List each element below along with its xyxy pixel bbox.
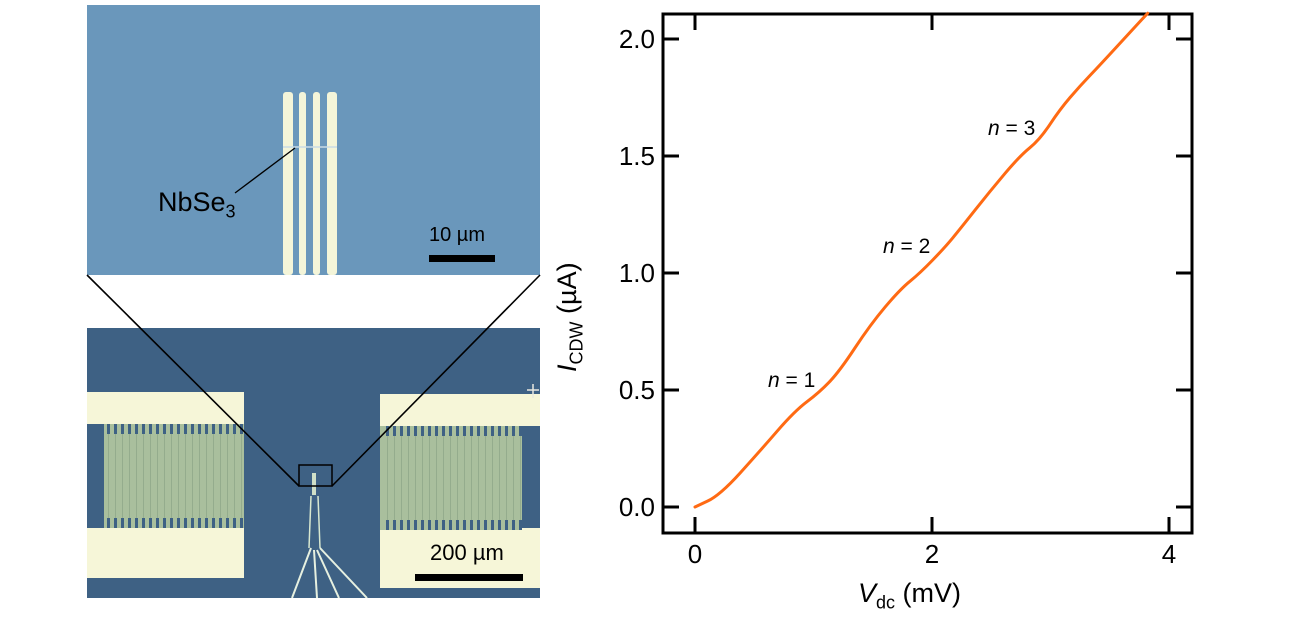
svg-text:0.0: 0.0 [619,492,655,522]
svg-text:0: 0 [688,539,702,569]
svg-text:n = 2: n = 2 [883,235,930,258]
nbse3-label: NbSe3 [158,187,236,222]
svg-text:1.0: 1.0 [619,258,655,288]
scalebar-200um-label: 200 µm [430,540,504,565]
svg-text:4: 4 [1162,539,1176,569]
zoom-connector-lines [86,274,541,487]
zoomed-electrodes [87,5,540,275]
y-axis-label: ICDW (µA) [552,262,587,372]
svg-text:2: 2 [925,539,939,569]
micrograph-zoomed: NbSe3 10 µm [87,5,540,275]
micrograph-overview: 200 µm [87,328,540,598]
x-axis-label: Vdc (mV) [858,578,962,613]
iv-chart: 0 2 4 0.0 0.5 1.0 1.5 2.0 n = 1 n = 2 n = 3 [619,11,1194,569]
svg-text:0.5: 0.5 [619,375,655,405]
scalebar-10um-label: 10 µm [429,224,485,246]
device-overview [87,328,540,598]
svg-text:n = 3: n = 3 [988,117,1035,140]
svg-text:n = 1: n = 1 [768,369,815,392]
svg-text:2.0: 2.0 [619,24,655,54]
svg-text:1.5: 1.5 [619,141,655,171]
